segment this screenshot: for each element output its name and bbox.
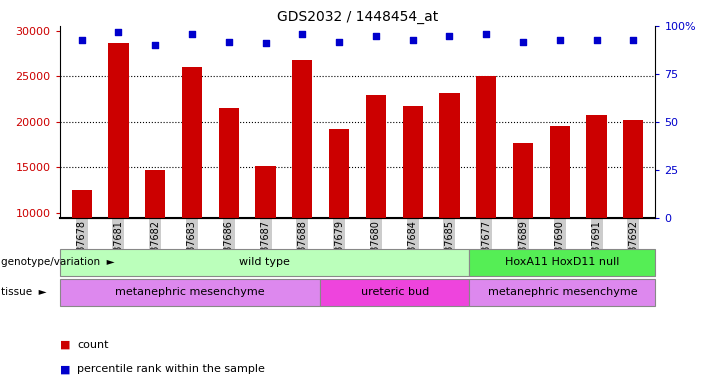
Point [260, 40, 271, 46]
Point [76, 37, 87, 43]
Bar [469, 249, 655, 276]
Bar [145, 170, 165, 304]
Point [113, 29, 124, 35]
Bar [513, 143, 533, 304]
Text: ureteric bud: ureteric bud [360, 287, 429, 297]
Point [554, 37, 566, 43]
Point [517, 39, 529, 45]
Point [407, 37, 418, 43]
Bar [60, 279, 320, 306]
Text: HoxA11 HoxD11 null: HoxA11 HoxD11 null [505, 257, 620, 267]
Bar [329, 129, 349, 304]
Bar [182, 67, 202, 304]
Point [370, 33, 381, 39]
Point [223, 39, 234, 45]
Point [444, 33, 455, 39]
Point [186, 31, 198, 37]
Point [149, 42, 161, 48]
Bar [623, 120, 644, 304]
Text: ■: ■ [60, 340, 70, 350]
Text: wild type: wild type [239, 257, 290, 267]
Bar [366, 96, 386, 304]
Title: GDS2032 / 1448454_at: GDS2032 / 1448454_at [277, 10, 438, 24]
Point [481, 31, 492, 37]
Text: ■: ■ [60, 364, 70, 374]
Text: metanephric mesenchyme: metanephric mesenchyme [487, 287, 637, 297]
Bar [60, 249, 469, 276]
Point [297, 31, 308, 37]
Bar [469, 279, 655, 306]
Bar [255, 166, 275, 304]
Point [591, 37, 602, 43]
Bar [587, 115, 606, 304]
Point [628, 37, 639, 43]
Bar [320, 279, 469, 306]
Bar [440, 93, 460, 304]
Bar [109, 43, 128, 304]
Bar [292, 60, 313, 304]
Text: percentile rank within the sample: percentile rank within the sample [77, 364, 265, 374]
Point [334, 39, 345, 45]
Text: tissue  ►: tissue ► [1, 287, 46, 297]
Bar [72, 190, 92, 304]
Bar [476, 76, 496, 304]
Text: genotype/variation  ►: genotype/variation ► [1, 257, 114, 267]
Text: metanephric mesenchyme: metanephric mesenchyme [115, 287, 265, 297]
Bar [402, 106, 423, 304]
Bar [550, 126, 570, 304]
Bar [219, 108, 239, 304]
Text: count: count [77, 340, 109, 350]
